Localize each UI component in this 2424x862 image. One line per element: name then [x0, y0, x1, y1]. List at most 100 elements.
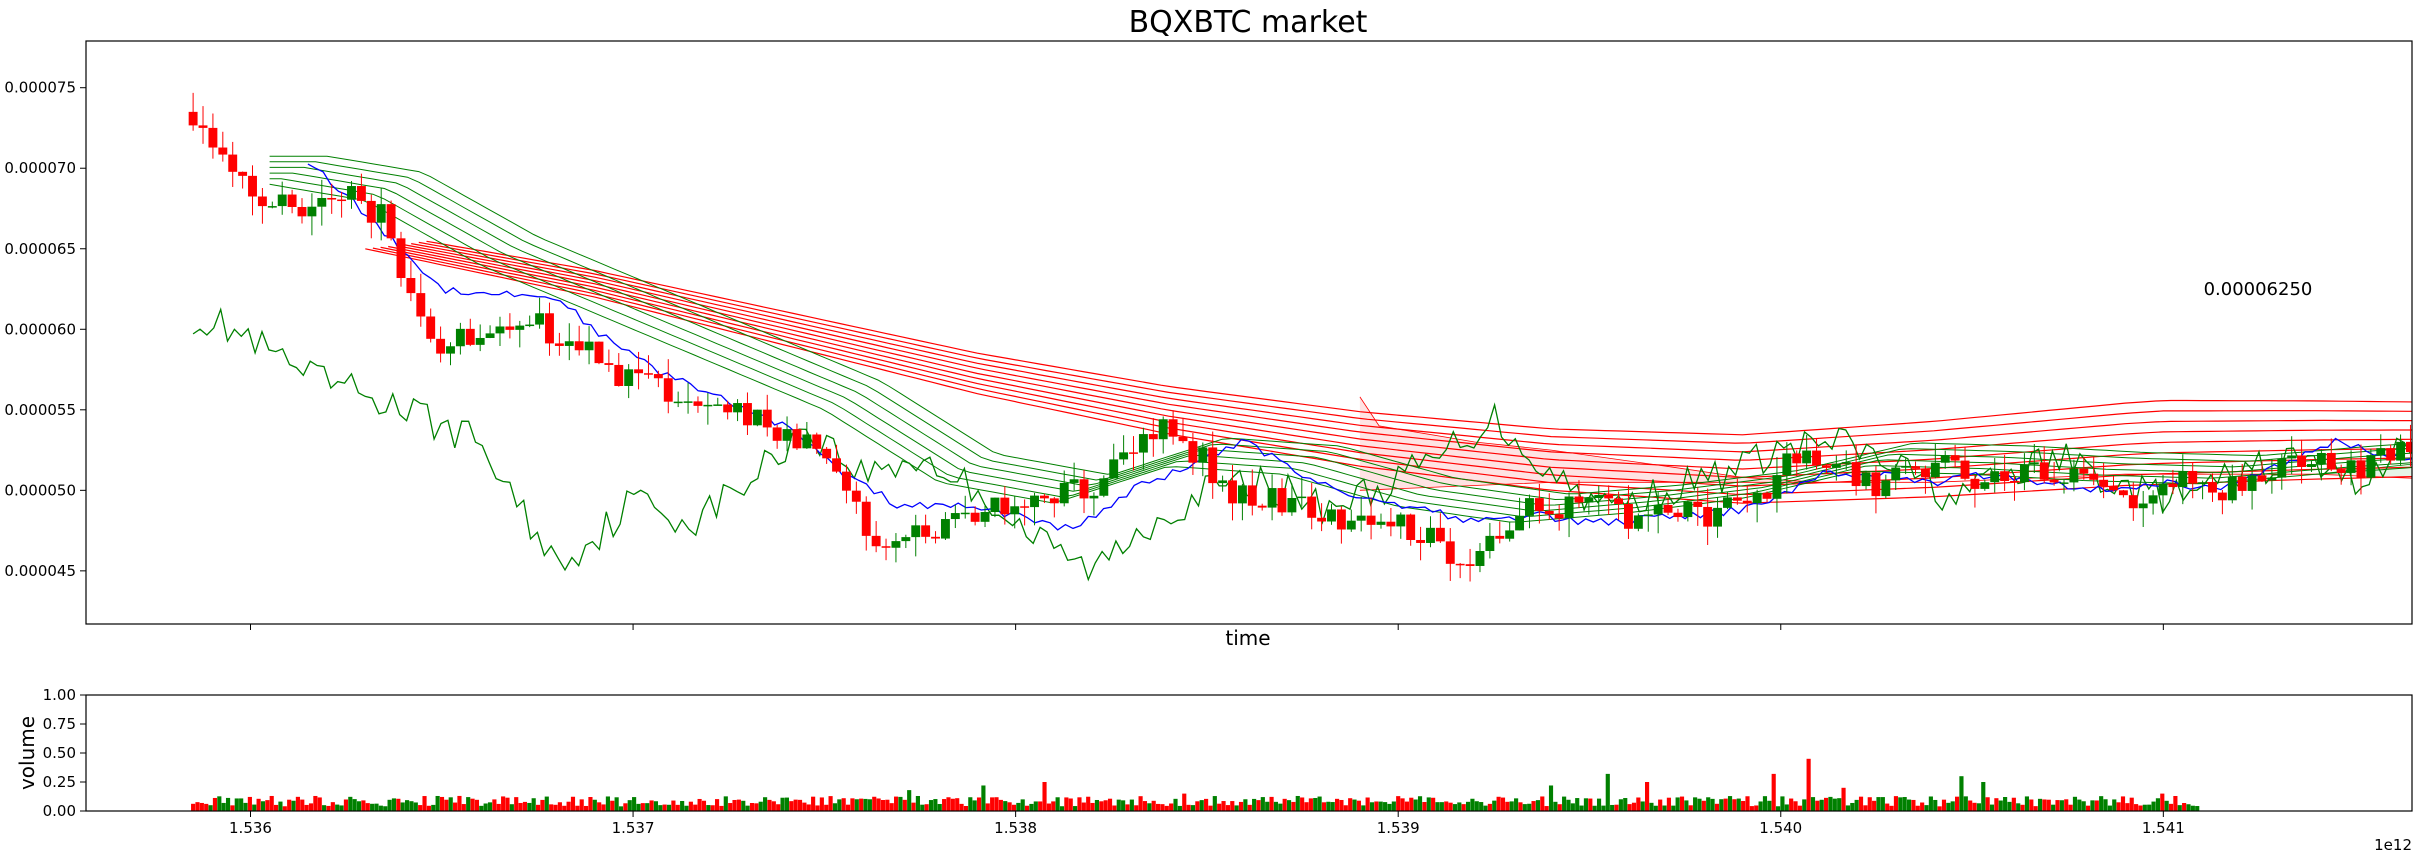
candle-body	[634, 369, 644, 374]
volume-bar	[1099, 801, 1104, 811]
volume-bar	[1265, 801, 1270, 811]
candle-body	[218, 147, 228, 155]
volume-bar	[461, 804, 466, 811]
volume-bar	[981, 785, 986, 811]
volume-bar	[2020, 804, 2025, 811]
volume-bar	[457, 795, 462, 811]
volume-bar	[693, 804, 698, 811]
volume-bar	[243, 802, 248, 811]
volume-bar	[1308, 798, 1313, 811]
volume-bar	[1972, 802, 1977, 811]
volume-bar	[492, 799, 497, 811]
volume-bar	[1234, 805, 1239, 811]
candle-body	[1148, 434, 1158, 440]
volume-bar	[2142, 804, 2147, 811]
price-y-tick-label: 0.000060	[4, 320, 76, 338]
volume-bar	[1151, 800, 1156, 811]
candle-body	[2316, 452, 2326, 465]
volume-bar	[1160, 804, 1165, 811]
volume-bar	[763, 797, 768, 811]
volume-bar	[313, 795, 318, 811]
candle-body	[1673, 512, 1683, 518]
volume-bar	[680, 800, 685, 811]
volume-bar	[1693, 797, 1698, 811]
candle-body	[841, 471, 851, 491]
volume-bar	[802, 802, 807, 811]
volume-bar	[902, 799, 907, 811]
volume-bar	[1365, 797, 1370, 811]
volume-bar	[1645, 782, 1650, 811]
volume-bar	[1051, 801, 1056, 811]
volume-bar	[1134, 805, 1139, 811]
volume-bar	[632, 797, 637, 811]
candle-body	[1663, 504, 1673, 513]
volume-bar	[706, 805, 711, 811]
candle-body	[1911, 466, 1920, 469]
volume-bar	[1356, 800, 1361, 811]
candle-body	[297, 206, 307, 217]
volume-bar	[2103, 799, 2108, 811]
candle-body	[1683, 501, 1693, 518]
volume-bar	[1487, 803, 1492, 811]
volume-bar	[1562, 796, 1567, 811]
candle-body	[990, 497, 1000, 513]
volume-x-tick-label: 1.538	[994, 819, 1037, 837]
volume-bar	[1243, 799, 1248, 811]
volume-bar	[1963, 796, 1968, 811]
candle-body	[545, 313, 554, 344]
volume-bar	[1038, 801, 1043, 811]
volume-bar	[2186, 804, 2191, 811]
volume-bar	[946, 797, 951, 811]
volume-bar	[584, 805, 589, 811]
volume-bar	[994, 797, 999, 811]
volume-bar	[1448, 802, 1453, 811]
candle-body	[564, 341, 574, 346]
volume-bar	[2090, 800, 2095, 811]
candle-body	[703, 404, 713, 407]
volume-bar	[1837, 798, 1842, 811]
candle-body	[1020, 506, 1030, 508]
volume-bar	[1824, 797, 1829, 811]
volume-bar	[2059, 800, 2064, 811]
volume-bar	[522, 801, 528, 811]
candle-body	[317, 197, 327, 207]
volume-bar	[1588, 798, 1593, 811]
volume-bar	[1313, 797, 1318, 811]
volume-bar	[1199, 800, 1204, 811]
candle-body	[1336, 509, 1346, 530]
candle-body	[1980, 482, 1990, 489]
candle-body	[1406, 514, 1416, 540]
volume-bar	[1278, 803, 1283, 811]
volume-bar	[1282, 798, 1287, 811]
candle-body	[1000, 497, 1010, 515]
volume-bar	[1566, 799, 1571, 811]
candle-body	[1455, 563, 1465, 566]
volume-bar	[811, 796, 816, 811]
volume-bar	[784, 797, 790, 811]
candle-body	[1198, 447, 1208, 463]
volume-bar	[1483, 805, 1488, 811]
candle-body	[1396, 514, 1406, 527]
volume-bar	[671, 800, 676, 811]
volume-bar	[535, 804, 541, 811]
volume-bar	[1103, 800, 1108, 811]
volume-bar	[2077, 799, 2082, 811]
volume-bar	[610, 800, 615, 811]
volume-bar	[1055, 797, 1060, 811]
volume-bar	[496, 803, 501, 811]
volume-bar	[963, 806, 969, 811]
candle-body	[465, 328, 475, 345]
volume-bar	[854, 799, 859, 811]
volume-bar	[352, 799, 357, 811]
candle-body	[337, 199, 347, 202]
candle-body	[1861, 472, 1871, 487]
candle-body	[673, 401, 683, 404]
volume-bar	[2094, 800, 2099, 811]
candle-body	[1554, 514, 1564, 519]
candle-body	[1277, 488, 1287, 513]
volume-bar	[1208, 805, 1213, 811]
volume-bar	[998, 799, 1003, 811]
volume-bar	[1042, 782, 1047, 811]
candle-body	[1920, 468, 1930, 478]
volume-bar	[1745, 796, 1750, 811]
